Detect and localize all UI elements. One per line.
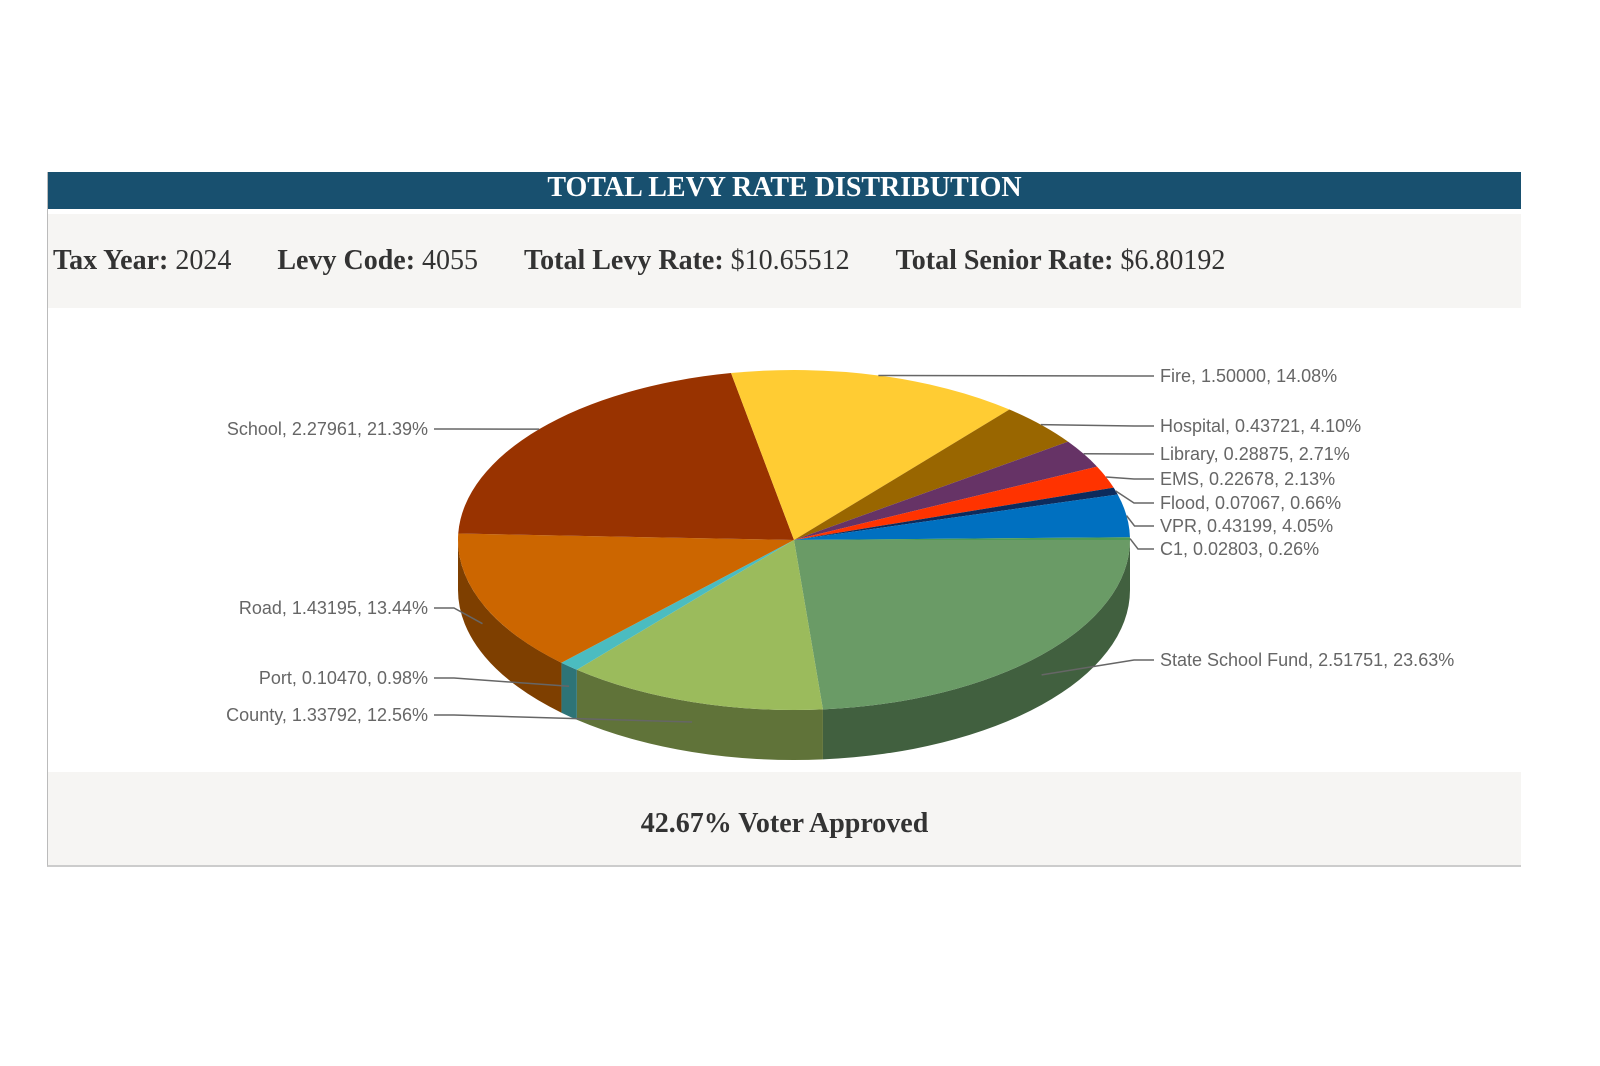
slice-label: County, 1.33792, 12.56% <box>226 705 428 725</box>
total-levy-value: $10.65512 <box>730 245 850 276</box>
tax-year: Tax Year: 2024 <box>53 245 231 277</box>
slice-label: Road, 1.43195, 13.44% <box>239 598 428 618</box>
leader-line <box>1106 476 1154 480</box>
levy-code: Levy Code: 4055 <box>277 245 478 277</box>
pie-chart-area: State School Fund, 2.51751, 23.63% County… <box>48 308 1521 772</box>
leader-line <box>434 714 693 723</box>
pie-chart: State School Fund, 2.51751, 23.63% County… <box>226 366 1454 760</box>
leader-line <box>1129 538 1154 550</box>
senior-value: $6.80192 <box>1120 245 1226 276</box>
slice-label: EMS, 0.22678, 2.13% <box>1160 469 1335 489</box>
leader-line <box>1041 659 1154 676</box>
pie-side-port <box>561 662 577 720</box>
slice-label: State School Fund, 2.51751, 23.63% <box>1160 650 1454 670</box>
panel-title: TOTAL LEVY RATE DISTRIBUTION <box>48 172 1521 213</box>
voter-approved: 42.67% Voter Approved <box>48 772 1521 865</box>
slice-label: Library, 0.28875, 2.71% <box>1160 444 1350 464</box>
pie-slice-hospital[interactable] <box>794 409 1069 540</box>
pie-side-county <box>576 669 823 760</box>
slice-label: C1, 0.02803, 0.26% <box>1160 539 1319 559</box>
leader-line <box>1125 515 1154 527</box>
total-senior-rate: Total Senior Rate: $6.80192 <box>896 245 1226 277</box>
pie-side-state-school-fund <box>822 540 1130 760</box>
levy-code-label: Levy Code: <box>277 245 416 276</box>
slice-label: Port, 0.10470, 0.98% <box>259 668 428 688</box>
pie-slice-road[interactable] <box>458 533 794 663</box>
leader-line <box>434 677 570 688</box>
pie-slice-ems[interactable] <box>794 466 1114 540</box>
pie-side-road <box>458 540 562 713</box>
leader-line <box>878 374 1154 377</box>
pie-slice-county[interactable] <box>576 540 823 710</box>
tax-year-value: 2024 <box>175 245 232 276</box>
slice-label: VPR, 0.43199, 4.05% <box>1160 516 1333 536</box>
slice-label: Hospital, 0.43721, 4.10% <box>1160 416 1361 436</box>
slice-label: Flood, 0.07067, 0.66% <box>1160 493 1341 513</box>
levy-panel: TOTAL LEVY RATE DISTRIBUTION Tax Year: 2… <box>47 172 1521 867</box>
total-levy-rate: Total Levy Rate: $10.65512 <box>524 245 850 277</box>
leader-line <box>1040 423 1154 427</box>
leader-line <box>434 607 483 625</box>
levy-code-value: 4055 <box>422 245 479 276</box>
pie-slice-fire[interactable] <box>731 370 1010 540</box>
levy-info: Tax Year: 2024 Levy Code: 4055 Total Lev… <box>48 214 1521 308</box>
pie-slice-c1[interactable] <box>794 537 1130 540</box>
leader-line <box>1115 490 1154 504</box>
pie-slice-vpr[interactable] <box>794 494 1130 540</box>
senior-label: Total Senior Rate: <box>895 245 1114 276</box>
pie-slice-port[interactable] <box>561 540 794 670</box>
pie-slice-school[interactable] <box>458 373 794 540</box>
pie-slice-state-school-fund[interactable] <box>794 540 1130 710</box>
total-levy-label: Total Levy Rate: <box>524 245 724 276</box>
pie-slice-flood[interactable] <box>794 487 1118 540</box>
tax-year-label: Tax Year: <box>53 245 169 276</box>
slice-label: Fire, 1.50000, 14.08% <box>1160 366 1337 386</box>
slice-label: School, 2.27961, 21.39% <box>227 419 428 439</box>
pie-slice-library[interactable] <box>794 441 1098 540</box>
